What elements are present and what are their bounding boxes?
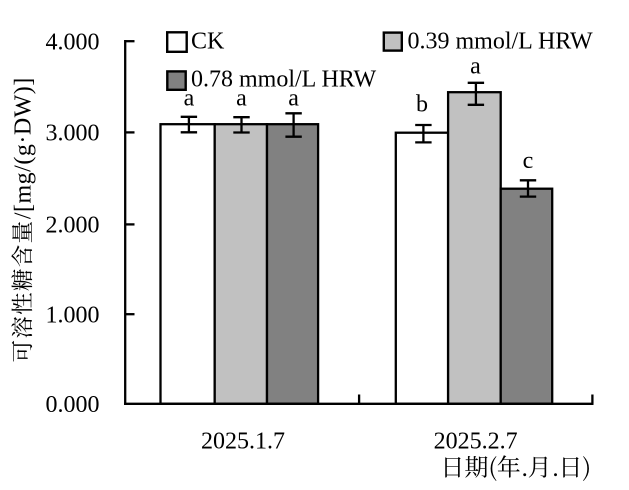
svg-text:0.78 mmol/L HRW: 0.78 mmol/L HRW xyxy=(191,67,376,93)
svg-text:a: a xyxy=(288,85,299,111)
svg-text:2025.1.7: 2025.1.7 xyxy=(201,429,285,455)
svg-text:a: a xyxy=(236,85,247,111)
svg-text:0.39 mmol/L HRW: 0.39 mmol/L HRW xyxy=(408,28,593,54)
svg-text:2025.2.7: 2025.2.7 xyxy=(434,429,518,455)
svg-text:a: a xyxy=(184,85,195,111)
svg-text:1.000: 1.000 xyxy=(46,303,100,329)
svg-text:b: b xyxy=(416,92,428,118)
svg-text:0.000: 0.000 xyxy=(46,392,100,418)
svg-text:c: c xyxy=(523,148,534,174)
svg-text:/[mg/(g·DW)]: /[mg/(g·DW)] xyxy=(10,77,36,219)
svg-text:CK: CK xyxy=(191,28,225,54)
svg-text:3.000: 3.000 xyxy=(46,121,100,147)
svg-text:4.000: 4.000 xyxy=(46,30,100,56)
svg-text:2.000: 2.000 xyxy=(46,213,100,239)
svg-text:a: a xyxy=(470,53,481,79)
